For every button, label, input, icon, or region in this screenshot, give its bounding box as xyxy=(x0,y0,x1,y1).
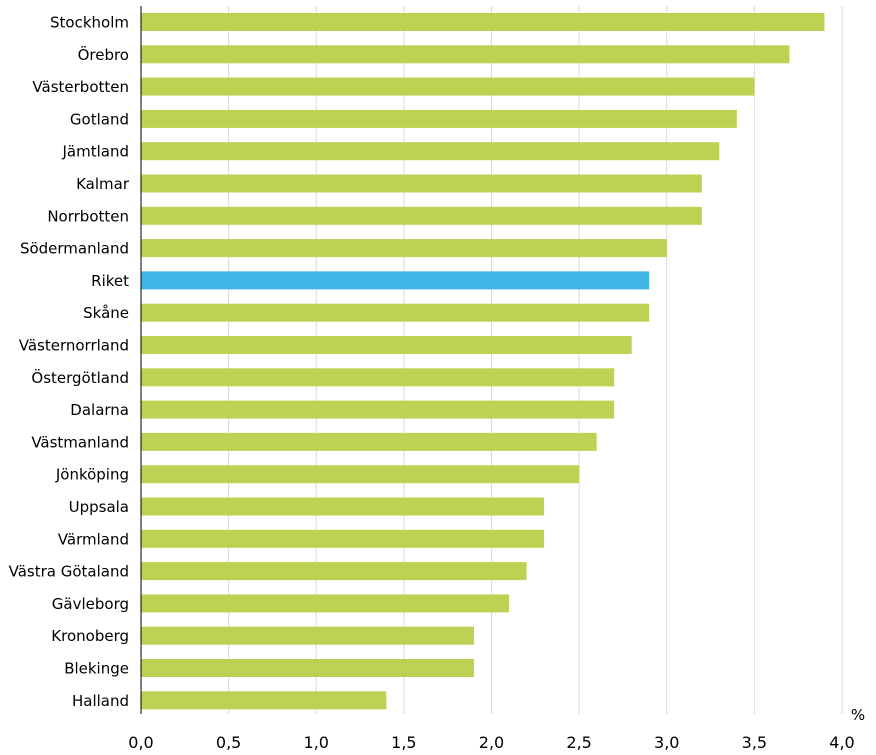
bar xyxy=(141,336,632,354)
x-tick-label: 3,0 xyxy=(654,733,679,752)
bar xyxy=(141,594,510,613)
category-label: Örebro xyxy=(78,45,129,64)
bar xyxy=(141,659,474,677)
x-tick-labels: 0,0 0,5 1,0 1,5 2,0 2,5 3,0 3,5 4,0 xyxy=(128,733,854,752)
x-tick-label: 2,5 xyxy=(566,733,591,752)
category-label: Gävleborg xyxy=(52,595,129,613)
bar xyxy=(141,239,667,258)
bar xyxy=(141,691,387,710)
bars xyxy=(141,13,825,710)
bar xyxy=(141,529,545,548)
category-label: Västmanland xyxy=(31,433,129,451)
bar xyxy=(141,174,702,193)
x-tick-label: 2,0 xyxy=(479,733,504,752)
bar xyxy=(141,77,755,96)
x-tick-label: 3,5 xyxy=(742,733,767,752)
bar xyxy=(141,562,527,581)
category-label: Västerbotten xyxy=(32,78,129,96)
bar xyxy=(141,400,615,419)
bar xyxy=(141,206,702,225)
category-label: Gotland xyxy=(70,110,129,128)
bar xyxy=(141,303,650,322)
bar xyxy=(141,142,720,161)
category-label: Stockholm xyxy=(50,14,129,32)
category-label: Kalmar xyxy=(76,175,130,193)
x-unit-label: % xyxy=(851,706,865,724)
category-label: Riket xyxy=(91,272,129,290)
x-tick-label: 4,0 xyxy=(829,733,854,752)
x-tick-label: 1,0 xyxy=(304,733,329,752)
category-label: Skåne xyxy=(83,304,129,322)
category-label: Värmland xyxy=(58,530,129,548)
category-label: Blekinge xyxy=(64,660,129,678)
bar xyxy=(141,45,790,64)
category-label: Jämtland xyxy=(62,143,130,161)
bar xyxy=(141,626,474,645)
bar xyxy=(141,465,580,484)
category-label: Västernorrland xyxy=(19,337,129,355)
category-label: Jönköping xyxy=(55,466,129,484)
bar xyxy=(141,432,597,451)
category-labels: Stockholm Örebro Västerbotten Gotland Jämtla… xyxy=(9,14,130,710)
bar xyxy=(141,497,545,516)
x-tick-label: 1,5 xyxy=(391,733,416,752)
bar-highlight xyxy=(141,271,650,290)
bar xyxy=(141,368,615,387)
category-label: Södermanland xyxy=(20,240,129,258)
category-label: Västra Götaland xyxy=(9,563,129,581)
category-label: Halland xyxy=(72,692,129,710)
category-label: Östergötland xyxy=(31,368,129,387)
category-label: Uppsala xyxy=(69,498,129,516)
category-label: Kronoberg xyxy=(51,627,129,645)
bar xyxy=(141,13,825,31)
x-tick-label: 0,0 xyxy=(128,733,153,752)
x-tick-label: 0,5 xyxy=(216,733,241,752)
category-label: Norrbotten xyxy=(47,207,129,225)
bar xyxy=(141,109,737,128)
category-label: Dalarna xyxy=(70,401,129,419)
